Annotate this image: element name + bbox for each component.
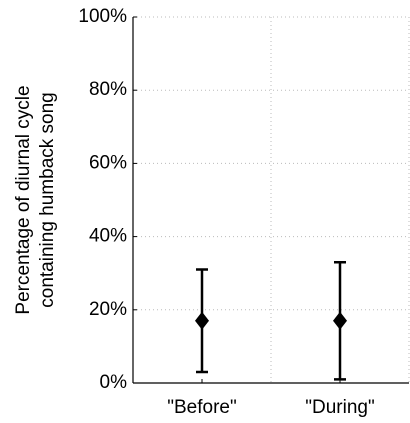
- x-tick-label: "During": [305, 397, 374, 418]
- marker: [333, 311, 347, 330]
- y-tick-label: 40%: [89, 226, 127, 247]
- y-axis-label: Percentage of diurnal cycle: [13, 85, 34, 314]
- x-tick-label: "Before": [167, 397, 236, 418]
- y-tick-label: 60%: [89, 152, 127, 173]
- y-tick-label: 20%: [89, 299, 127, 320]
- y-axis-label: containing humback song: [37, 92, 58, 307]
- marker: [195, 311, 209, 330]
- y-tick-label: 0%: [100, 372, 128, 393]
- y-tick-label: 80%: [89, 79, 127, 100]
- y-tick-label: 100%: [78, 6, 127, 27]
